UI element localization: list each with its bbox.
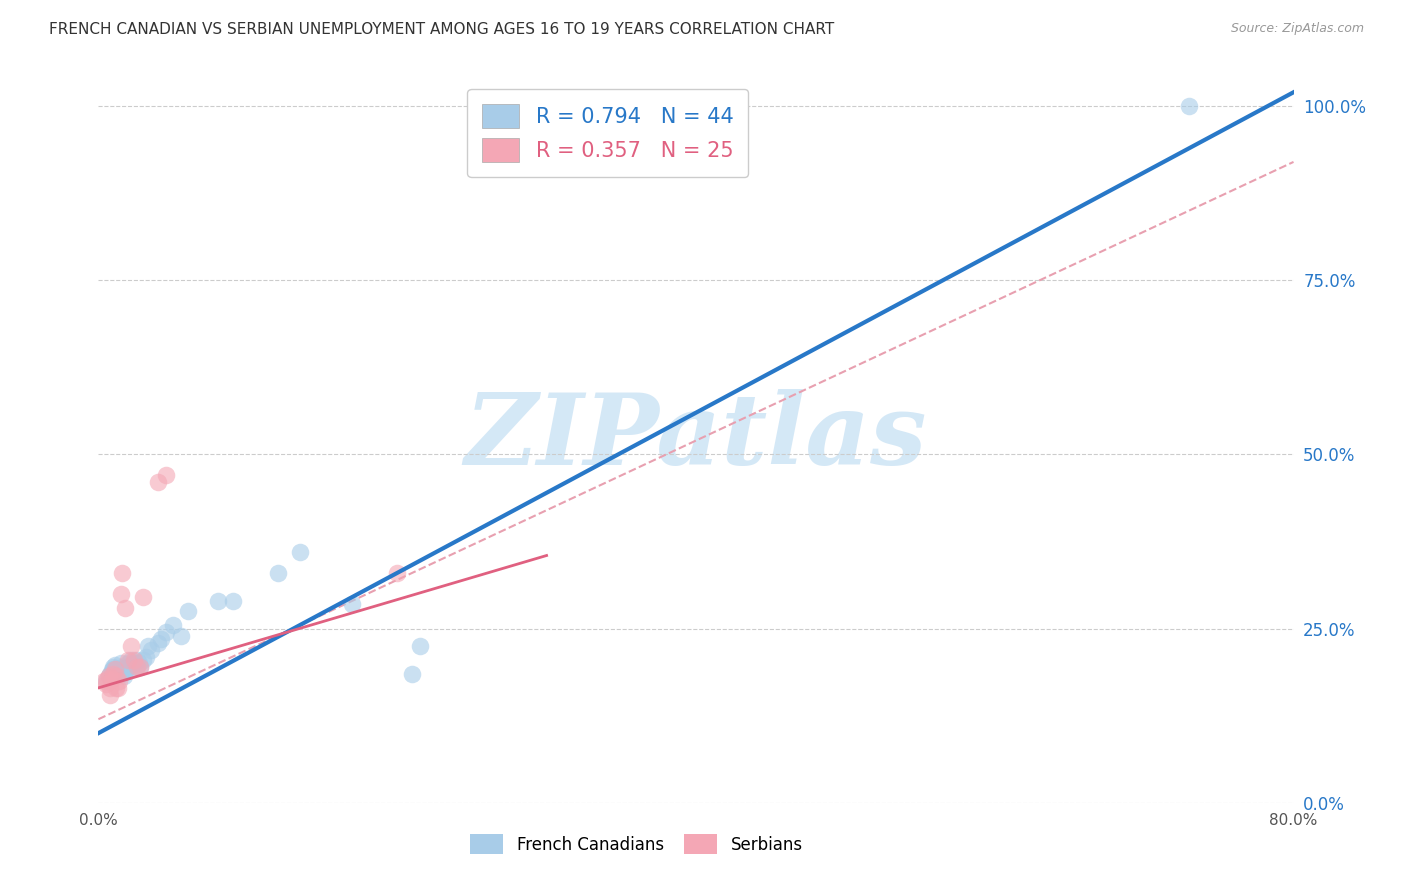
- Point: [118, 660, 141, 674]
- Point: [105, 669, 128, 683]
- Point: [169, 629, 191, 643]
- Point: [110, 587, 132, 601]
- Point: [132, 653, 155, 667]
- Point: [103, 660, 125, 674]
- Point: [110, 657, 132, 671]
- Point: [110, 667, 132, 681]
- Point: [139, 642, 162, 657]
- Point: [105, 681, 128, 695]
- Point: [267, 566, 290, 580]
- Point: [288, 545, 311, 559]
- Point: [121, 657, 143, 671]
- Point: [177, 604, 200, 618]
- Point: [98, 681, 122, 695]
- Point: [111, 566, 134, 580]
- Point: [207, 594, 229, 608]
- Point: [97, 669, 120, 683]
- Point: [94, 673, 117, 688]
- Point: [129, 660, 152, 674]
- Point: [342, 597, 364, 611]
- Point: [108, 673, 131, 688]
- Point: [127, 660, 149, 674]
- Point: [101, 672, 124, 686]
- Point: [111, 660, 134, 674]
- Point: [408, 639, 430, 653]
- Point: [135, 649, 157, 664]
- Point: [155, 625, 177, 640]
- Point: [148, 635, 170, 649]
- Point: [148, 475, 170, 490]
- Point: [104, 657, 127, 672]
- Point: [124, 653, 146, 667]
- Point: [150, 632, 173, 646]
- Point: [155, 468, 177, 483]
- Point: [104, 662, 127, 676]
- Point: [97, 669, 120, 683]
- Point: [117, 653, 139, 667]
- Point: [98, 688, 122, 702]
- Point: [94, 677, 117, 691]
- Point: [1178, 99, 1201, 113]
- Point: [401, 667, 423, 681]
- Text: FRENCH CANADIAN VS SERBIAN UNEMPLOYMENT AMONG AGES 16 TO 19 YEARS CORRELATION CH: FRENCH CANADIAN VS SERBIAN UNEMPLOYMENT …: [49, 22, 834, 37]
- Point: [98, 667, 122, 681]
- Legend: French Canadians, Serbians: French Canadians, Serbians: [463, 828, 810, 860]
- Point: [117, 657, 139, 671]
- Point: [132, 591, 155, 605]
- Point: [129, 660, 152, 674]
- Point: [136, 639, 159, 653]
- Point: [105, 664, 128, 678]
- Point: [124, 657, 146, 671]
- Point: [222, 594, 245, 608]
- Point: [125, 660, 148, 674]
- Point: [96, 672, 118, 686]
- Point: [107, 681, 129, 695]
- Point: [93, 673, 115, 688]
- Text: Source: ZipAtlas.com: Source: ZipAtlas.com: [1230, 22, 1364, 36]
- Point: [120, 653, 142, 667]
- Point: [114, 662, 136, 676]
- Text: ZIPatlas: ZIPatlas: [465, 389, 927, 485]
- Point: [162, 618, 184, 632]
- Point: [103, 667, 125, 681]
- Point: [114, 665, 136, 679]
- Point: [117, 660, 139, 674]
- Point: [114, 600, 136, 615]
- Point: [112, 669, 135, 683]
- Point: [107, 665, 129, 679]
- Point: [120, 639, 142, 653]
- Point: [127, 653, 149, 667]
- Point: [385, 566, 409, 580]
- Point: [101, 664, 124, 678]
- Point: [128, 657, 150, 671]
- Point: [103, 662, 125, 676]
- Point: [120, 657, 142, 672]
